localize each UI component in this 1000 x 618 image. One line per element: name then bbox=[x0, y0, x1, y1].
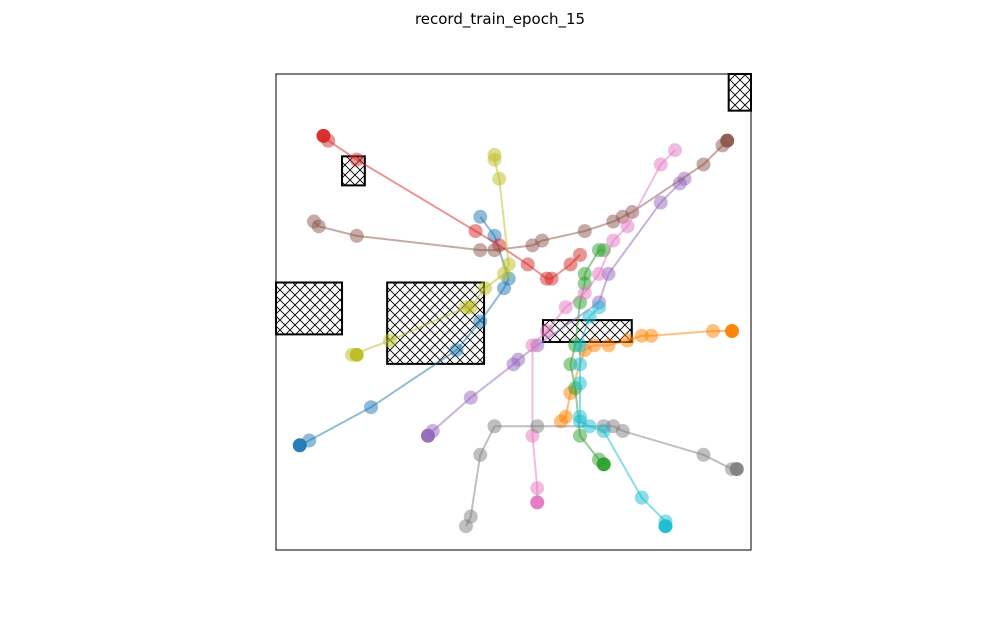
trajectory-5-point-3 bbox=[463, 390, 478, 405]
trajectory-8-point-9 bbox=[473, 447, 488, 462]
trajectory-4-point-6 bbox=[520, 257, 535, 272]
trajectory-10-point-8 bbox=[573, 376, 587, 391]
trajectory-8-point-7 bbox=[530, 419, 545, 434]
trajectory-4-point-2 bbox=[321, 133, 336, 148]
obstacle-4 bbox=[386, 281, 486, 365]
obstacle-1 bbox=[727, 73, 752, 112]
trajectory-7-point-10 bbox=[620, 219, 635, 234]
trajectory-1-point-4 bbox=[449, 343, 464, 358]
trajectory-5-point-9 bbox=[653, 195, 668, 210]
trajectory-10-point-7 bbox=[573, 409, 587, 424]
trajectory-9 bbox=[345, 147, 516, 362]
trajectory-7-point-8 bbox=[592, 266, 606, 281]
trajectory-7-point-12 bbox=[668, 143, 682, 158]
trajectory-7-point-1 bbox=[530, 495, 545, 510]
trajectory-6-point-3 bbox=[696, 157, 711, 172]
trajectory-7-point-6 bbox=[558, 300, 573, 315]
trajectory-1-point-9 bbox=[473, 209, 488, 224]
trajectory-9-point-5 bbox=[463, 300, 478, 315]
trajectory-line-6 bbox=[313, 139, 728, 252]
trajectory-7-point-4 bbox=[525, 338, 540, 353]
trajectory-2-point-5 bbox=[620, 333, 635, 348]
trajectory-4-point-8 bbox=[544, 271, 559, 286]
trajectory-7-point-5 bbox=[539, 324, 554, 339]
trajectory-10-point-4 bbox=[596, 424, 611, 438]
trajectory-10-point-10 bbox=[573, 338, 587, 353]
axes-frame bbox=[275, 73, 752, 551]
trajectory-10-point-12 bbox=[592, 300, 606, 315]
trajectory-8-point-2 bbox=[725, 462, 739, 477]
trajectory-7-point-11 bbox=[653, 157, 668, 172]
trajectory-9-point-11 bbox=[487, 147, 502, 162]
trajectory-10-point-2 bbox=[658, 514, 673, 529]
trajectory-2 bbox=[554, 324, 739, 429]
trajectory-9-point-9 bbox=[492, 171, 507, 186]
chart-title: record_train_epoch_15 bbox=[414, 10, 586, 28]
trajectory-10-point-11 bbox=[582, 309, 597, 324]
trajectory-9-point-2 bbox=[345, 347, 359, 362]
trajectory-8-point-3 bbox=[696, 447, 711, 462]
trajectory-6-point-9 bbox=[525, 238, 540, 253]
trajectory-6-point-2 bbox=[715, 138, 730, 153]
trajectory-6-point-7 bbox=[577, 224, 592, 239]
trajectory-6-point-14 bbox=[307, 214, 321, 229]
trajectory-4-point-4 bbox=[468, 224, 483, 239]
trajectories bbox=[292, 128, 744, 534]
trajectory-8-point-11 bbox=[459, 519, 473, 534]
trajectory-3-point-3 bbox=[573, 428, 587, 443]
trajectory-2-point-6 bbox=[601, 338, 616, 353]
trajectory-line-7 bbox=[531, 149, 676, 503]
trajectory-6-point-11 bbox=[473, 243, 488, 258]
trajectory-3-point-2 bbox=[592, 452, 606, 467]
trajectory-4-point-9 bbox=[563, 257, 578, 272]
trajectory-2-point-11 bbox=[554, 414, 568, 429]
trajectory-1-point-2 bbox=[302, 433, 317, 448]
trajectory-6-point-10 bbox=[487, 243, 502, 258]
obstacle-3 bbox=[275, 281, 344, 336]
trajectory-9-point-3 bbox=[383, 333, 397, 348]
trajectory-1-point-3 bbox=[364, 400, 378, 415]
trajectory-line-4 bbox=[322, 135, 581, 280]
trajectory-9-point-8 bbox=[501, 257, 516, 272]
trajectory-10-point-3 bbox=[634, 490, 649, 505]
trajectory-5-point-5 bbox=[511, 352, 526, 367]
trajectory-7-point-7 bbox=[577, 285, 592, 300]
trajectory-6-point-6 bbox=[606, 214, 621, 229]
trajectory-2-point-4 bbox=[634, 328, 649, 343]
trajectory-2-point-2 bbox=[706, 324, 720, 339]
trajectory-2-point-1 bbox=[725, 324, 739, 339]
trajectory-4 bbox=[316, 128, 587, 286]
trajectory-10-point-9 bbox=[573, 357, 587, 372]
trajectory-7-point-2 bbox=[530, 481, 545, 496]
trajectory-3-point-9 bbox=[577, 266, 592, 281]
trajectory-9-point-6 bbox=[478, 281, 492, 296]
trajectory-7-point-9 bbox=[606, 233, 621, 248]
trajectory-10 bbox=[573, 300, 673, 534]
trajectory-8-point-8 bbox=[487, 419, 502, 434]
trajectory-6-point-12 bbox=[349, 228, 364, 243]
trajectory-4-point-10 bbox=[573, 247, 587, 262]
trajectory-1-point-5 bbox=[473, 314, 488, 329]
trajectory-4-point-3 bbox=[349, 152, 364, 167]
trajectory-5-point-2 bbox=[425, 424, 440, 438]
